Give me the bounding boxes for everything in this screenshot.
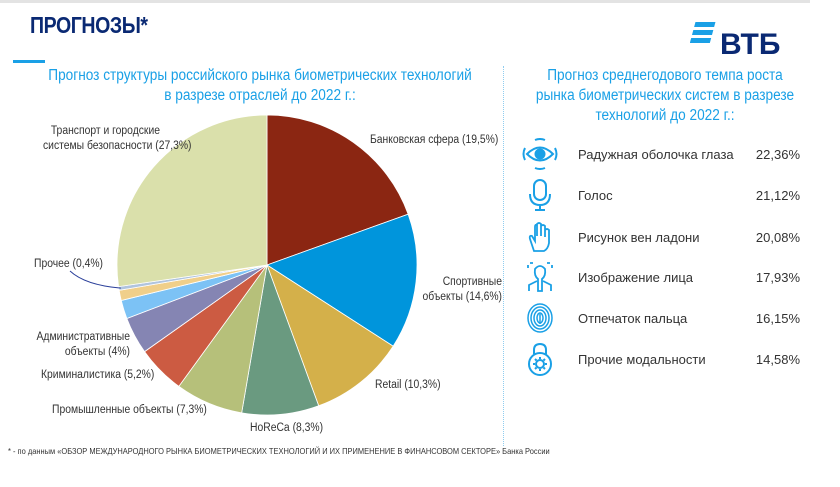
page-title: ПРОГНОЗЫ* bbox=[30, 12, 148, 38]
growth-title: Прогноз среднегодового темпа роста рынка… bbox=[520, 66, 810, 126]
growth-title-line2: рынка биометрических систем в разрезе bbox=[535, 87, 795, 104]
label-banking: Банковская сфера (19,5%) bbox=[370, 134, 499, 146]
eye-icon bbox=[520, 136, 560, 172]
label-sport-line2: объекты (14,6%) bbox=[422, 291, 502, 303]
growth-label: Рисунок вен ладони bbox=[578, 229, 700, 245]
accent-bar bbox=[13, 60, 45, 63]
vtb-logo: ВТБ bbox=[689, 20, 790, 61]
growth-row: Рисунок вен ладони 20,08% bbox=[520, 219, 800, 255]
growth-value: 20,08% bbox=[755, 229, 800, 245]
label-admin-line2: объекты (4%) bbox=[64, 346, 130, 358]
footnote: * - по данным «ОБЗОР МЕЖДУНАРОДНОГО РЫНК… bbox=[8, 446, 550, 456]
pie-slice-1 bbox=[266, 114, 409, 266]
label-other: Прочее (0,4%) bbox=[34, 258, 103, 270]
pie-chart bbox=[69, 114, 418, 416]
label-admin-line1: Административные bbox=[36, 331, 130, 343]
label-horeca: HoReCa (8,3%) bbox=[250, 422, 324, 434]
microphone-icon bbox=[520, 177, 560, 213]
pie-slice-2 bbox=[266, 213, 418, 347]
pie-slice-3 bbox=[266, 264, 394, 407]
svg-text:ВТБ: ВТБ bbox=[720, 28, 780, 60]
label-transport: Транспорт и городские системы безопаснос… bbox=[43, 124, 192, 154]
lock-gear-icon bbox=[520, 341, 560, 377]
growth-row: Отпечаток пальца 16,15% bbox=[520, 300, 800, 336]
growth-title-line3: технологий до 2022 г.: bbox=[595, 107, 735, 124]
growth-value: 22,36% bbox=[755, 146, 800, 162]
growth-value: 16,15% bbox=[755, 310, 800, 326]
growth-label: Прочие модальности bbox=[578, 351, 706, 367]
label-retail: Retail (10,3%) bbox=[375, 379, 441, 391]
pie-slice-11 bbox=[116, 114, 268, 288]
label-sport: Спортивные объекты (14,6%) bbox=[419, 275, 502, 305]
fingerprint-icon bbox=[520, 300, 560, 336]
growth-row: Голос 21,12% bbox=[520, 177, 800, 213]
growth-label: Голос bbox=[578, 187, 613, 203]
growth-value: 14,58% bbox=[755, 351, 800, 367]
growth-value: 17,93% bbox=[755, 269, 800, 285]
label-transport-line1: Транспорт и городские bbox=[50, 125, 160, 137]
growth-title-line1: Прогноз среднегодового темпа роста bbox=[547, 67, 783, 84]
label-industrial: Промышленные объекты (7,3%) bbox=[52, 404, 207, 416]
label-admin: Административные объекты (4%) bbox=[31, 330, 130, 360]
label-sport-line1: Спортивные bbox=[442, 276, 502, 288]
growth-label: Радужная оболочка глаза bbox=[578, 146, 734, 162]
growth-label: Изображение лица bbox=[578, 269, 694, 285]
top-divider bbox=[0, 0, 810, 3]
growth-row: Прочие модальности 14,58% bbox=[520, 341, 800, 377]
growth-row: Радужная оболочка глаза 22,36% bbox=[520, 136, 800, 172]
pie-chart-title: Прогноз структуры российского рынка биом… bbox=[31, 66, 489, 106]
label-criminalistics: Криминалистика (5,2%) bbox=[41, 369, 155, 381]
column-divider bbox=[503, 66, 504, 446]
growth-label: Отпечаток пальца bbox=[578, 310, 688, 326]
leader-line-other bbox=[69, 270, 121, 289]
pie-title-line1: Прогноз структуры российского рынка биом… bbox=[48, 67, 472, 84]
face-scan-icon bbox=[520, 259, 560, 295]
growth-row: Изображение лица 17,93% bbox=[520, 259, 800, 295]
pie-title-line2: в разрезе отраслей до 2022 г.: bbox=[164, 87, 356, 104]
hand-icon bbox=[520, 219, 560, 255]
growth-value: 21,12% bbox=[755, 187, 800, 203]
label-transport-line2: системы безопасности (27,3%) bbox=[43, 140, 192, 152]
